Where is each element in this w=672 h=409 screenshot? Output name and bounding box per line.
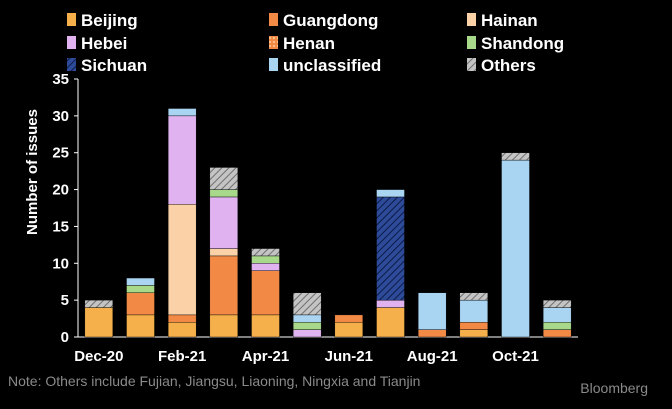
bar-apr-21-beijing <box>251 314 280 338</box>
bar-jan-21-guangdong <box>126 292 155 316</box>
bars <box>84 108 572 338</box>
bar-apr-21-guangdong <box>251 270 280 316</box>
bar-nov-21-others <box>542 299 572 308</box>
bar-may-21-others <box>292 292 322 316</box>
bar-mar-21-others <box>209 167 239 190</box>
bar-apr-21-others <box>251 248 280 257</box>
legend-label-henan: Henan <box>283 34 335 53</box>
legend-swatch-hebei <box>67 36 76 49</box>
legend-swatch-hainan <box>467 13 476 26</box>
bar-oct-21-unclassified <box>501 159 530 338</box>
bar-sep-21-others <box>459 292 489 301</box>
bar-feb-21-hebei <box>167 115 197 205</box>
bar-apr-21-hebei <box>251 263 280 271</box>
x-tick-label: Feb-21 <box>158 348 206 365</box>
bar-feb-21-unclassified <box>167 108 197 117</box>
bar-jun-21-guangdong <box>334 314 364 323</box>
legend-swatch-henan <box>269 36 278 49</box>
bar-oct-21-others <box>501 152 530 161</box>
bar-may-21-hebei <box>292 329 322 338</box>
legend-label-guangdong: Guangdong <box>283 11 378 30</box>
bar-jul-21-hebei <box>376 299 405 308</box>
legend-label-hebei: Hebei <box>81 34 127 53</box>
legend-label-others: Others <box>481 56 536 75</box>
y-tick-label: 20 <box>52 182 69 199</box>
y-tick-label: 10 <box>52 255 69 272</box>
x-tick-label: Oct-21 <box>492 348 539 365</box>
bar-may-21-unclassified <box>292 314 322 323</box>
bar-mar-21-hebei <box>209 196 239 249</box>
y-tick-label: 30 <box>52 108 69 125</box>
x-tick-label: Apr-21 <box>242 348 290 365</box>
legend-label-unclassified: unclassified <box>283 56 381 75</box>
bar-aug-21-unclassified <box>417 292 447 330</box>
bar-jul-21-unclassified <box>376 189 405 198</box>
y-tick-label: 0 <box>61 329 69 346</box>
x-tick-label: Aug-21 <box>407 348 458 365</box>
bar-jan-21-shandong <box>126 285 155 293</box>
bar-mar-21-beijing <box>209 314 239 338</box>
y-axis-title: Number of issues <box>24 109 41 235</box>
bar-jan-21-beijing <box>126 314 155 338</box>
bar-dec-20-beijing <box>84 307 114 338</box>
x-tick-label: Jun-21 <box>325 348 373 365</box>
y-axis-label: Number of issues <box>24 109 41 235</box>
legend-label-sichuan: Sichuan <box>81 56 147 75</box>
bar-nov-21-shandong <box>542 322 572 330</box>
legend-swatch-shandong <box>467 36 476 49</box>
bar-jan-21-unclassified <box>126 277 155 286</box>
legend-swatch-others <box>467 58 476 71</box>
legend-swatch-unclassified <box>269 58 278 71</box>
legend-label-beijing: Beijing <box>81 11 138 30</box>
bar-jun-21-beijing <box>334 322 364 338</box>
bar-apr-21-shandong <box>251 255 280 264</box>
bar-jul-21-sichuan <box>376 196 405 301</box>
x-tick-label: Dec-20 <box>74 348 123 365</box>
legend-swatch-beijing <box>67 13 76 26</box>
bar-mar-21-guangdong <box>209 255 239 316</box>
bar-sep-21-beijing <box>459 329 489 338</box>
x-axis: Dec-20 Feb-21 Apr-21 Jun-21 Aug-21 Oct-21 <box>74 336 578 365</box>
bar-mar-21-hainan <box>209 248 239 257</box>
y-tick-label: 15 <box>52 218 69 235</box>
bar-feb-21-hainan <box>167 204 197 316</box>
legend-label-hainan: Hainan <box>481 11 538 30</box>
y-tick-label: 35 <box>52 71 69 88</box>
bar-nov-21-guangdong <box>542 329 572 338</box>
bar-mar-21-shandong <box>209 189 239 198</box>
legend: Beijing Guangdong Hainan Hebei Henan Shandong… <box>67 11 564 75</box>
bar-dec-20-others <box>84 299 114 308</box>
y-axis: 0 5 10 15 20 25 30 35 <box>52 71 79 346</box>
footnote: Note: Others include Fujian, Jiangsu, Li… <box>8 373 421 389</box>
bar-sep-21-guangdong <box>459 322 489 330</box>
bar-aug-21-guangdong <box>417 329 447 338</box>
bar-feb-21-beijing <box>167 322 197 338</box>
bar-feb-21-guangdong <box>167 314 197 323</box>
bar-sep-21-unclassified <box>459 299 489 323</box>
stacked-bar-chart: Beijing Guangdong Hainan Hebei Henan Shandong… <box>24 11 578 365</box>
y-tick-label: 5 <box>61 292 69 309</box>
legend-label-shandong: Shandong <box>481 34 564 53</box>
bar-nov-21-unclassified <box>542 307 572 323</box>
y-tick-label: 25 <box>52 145 69 162</box>
legend-swatch-sichuan <box>67 58 76 71</box>
bar-jul-21-beijing <box>376 307 405 338</box>
legend-swatch-guangdong <box>269 13 278 26</box>
source-label: Bloomberg <box>580 380 648 396</box>
bar-may-21-shandong <box>292 322 322 330</box>
